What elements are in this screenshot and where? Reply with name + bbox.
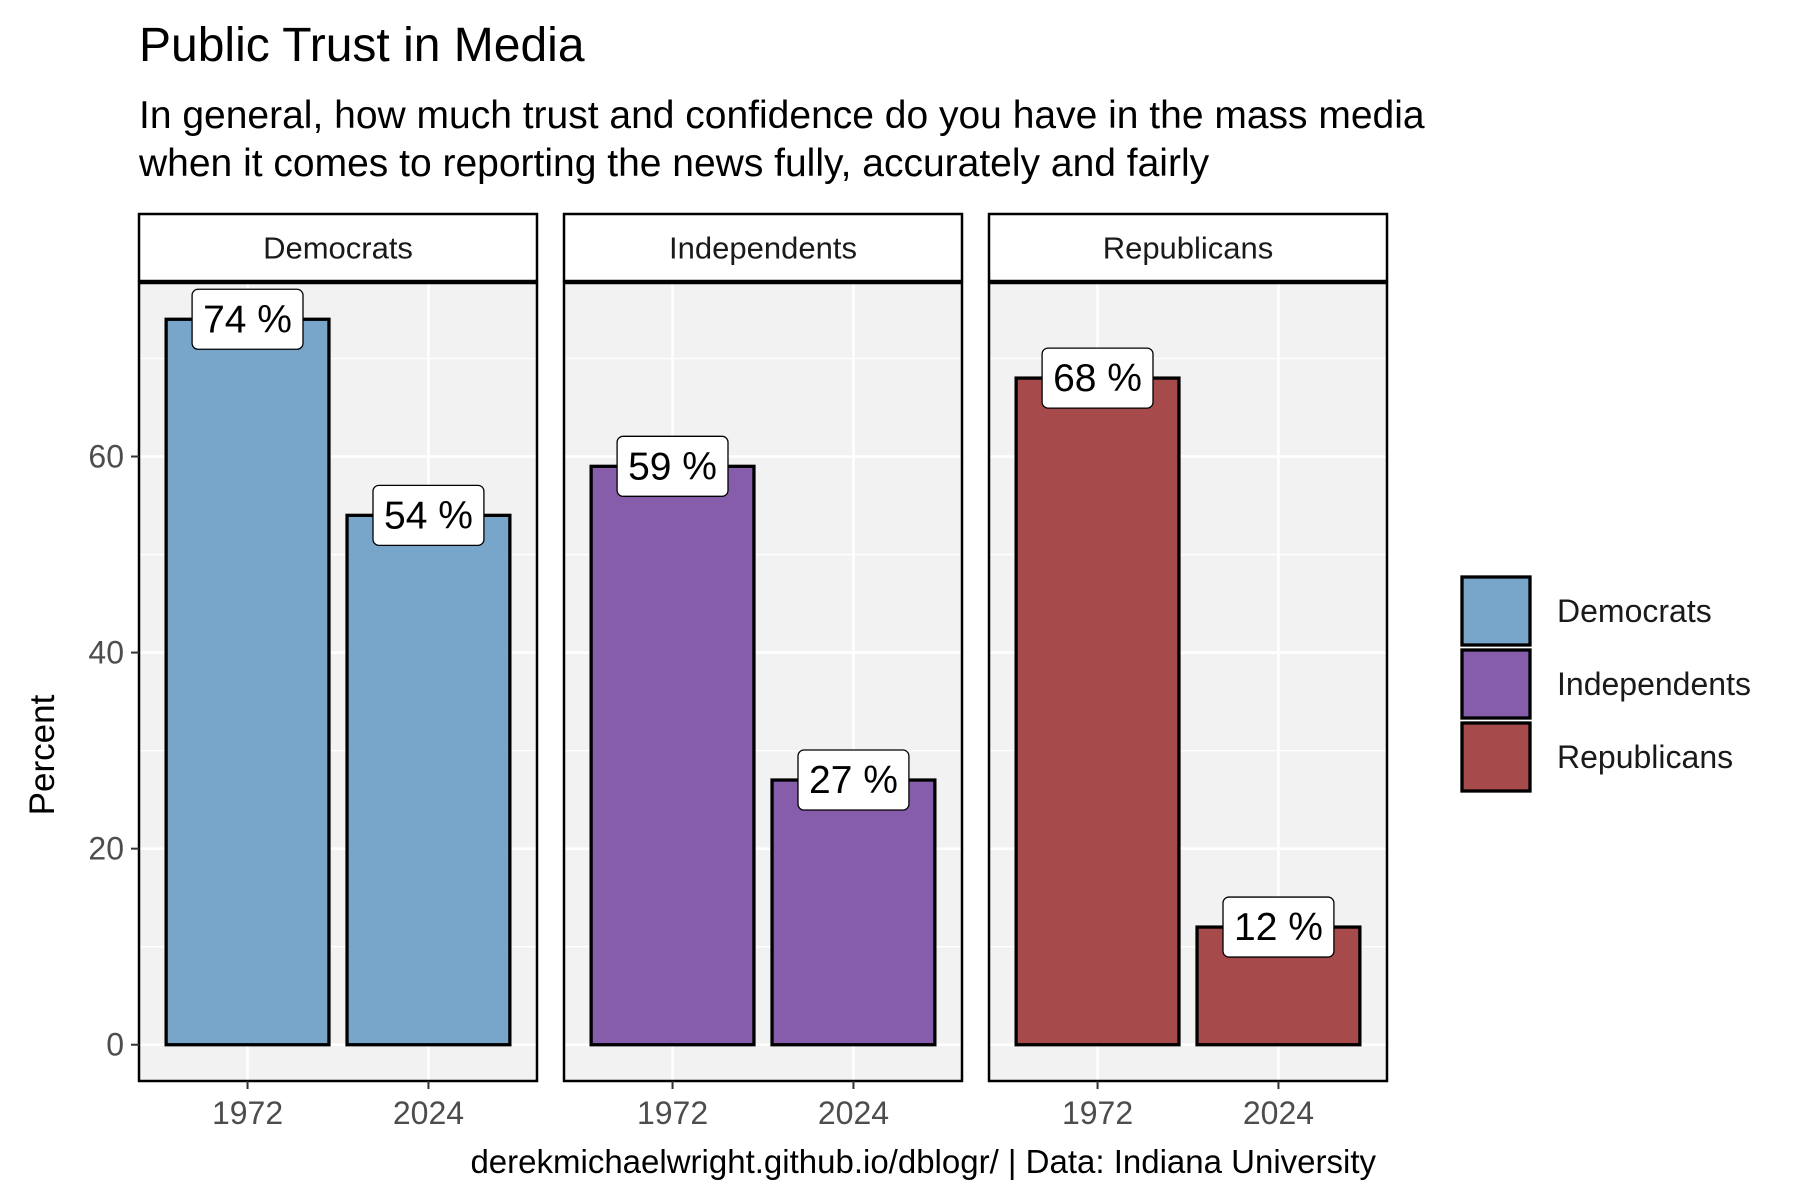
- value-label-group: 12 %: [1222, 896, 1335, 958]
- y-axis: 0 20 40 60: [88, 439, 139, 1063]
- facet-strip: [987, 212, 1389, 283]
- legend-key-republicans: [1460, 721, 1532, 793]
- legend-label-republicans: Republicans: [1557, 739, 1733, 775]
- value-label-group: 74 %: [191, 288, 304, 350]
- y-axis-label: Percent: [23, 694, 62, 815]
- legend-label-democrats: Democrats: [1557, 593, 1712, 629]
- panel-border: [562, 281, 964, 1083]
- x-tick-label: 1972: [637, 1095, 708, 1131]
- legend-key-independents: [1460, 648, 1532, 720]
- x-tick-label: 2024: [393, 1095, 464, 1131]
- facet-strip: [137, 212, 539, 283]
- value-label-group: 59 %: [616, 435, 729, 497]
- y-tick-label: 40: [88, 635, 124, 671]
- bar-independents-2024: [770, 778, 937, 1047]
- value-label: 68 %: [1053, 357, 1142, 400]
- facet-strip-label: Democrats: [263, 231, 413, 266]
- value-label: 74 %: [203, 298, 292, 341]
- bar-democrats-1972: [164, 317, 331, 1047]
- facet-panel-republicans: Republicans 68 % 12 % 1972 2024: [987, 212, 1389, 1131]
- facet-panels: Democrats 74 % 54 % 1972 2024 Independents 59 …: [137, 212, 1389, 1131]
- value-label-box: [1041, 347, 1154, 409]
- facet-panel-independents: Independents 59 % 27 % 1972 2024: [562, 212, 964, 1131]
- chart-title: Public Trust in Media: [139, 19, 585, 72]
- bar-democrats-2024: [345, 513, 512, 1047]
- value-label-box: [616, 435, 729, 497]
- y-tick-label: 0: [106, 1027, 124, 1063]
- x-tick-label: 1972: [212, 1095, 283, 1131]
- chart-caption: derekmichaelwright.github.io/dblogr/ | D…: [470, 1143, 1376, 1180]
- y-tick-label: 20: [88, 831, 124, 867]
- legend: Democrats Independents Republicans: [1460, 575, 1751, 793]
- value-label: 59 %: [628, 445, 717, 488]
- chart-subtitle-line-1: In general, how much trust and confidenc…: [139, 94, 1425, 137]
- facet-strip-label: Republicans: [1103, 231, 1274, 266]
- value-label-group: 68 %: [1041, 347, 1154, 409]
- value-label-group: 27 %: [797, 749, 910, 811]
- value-label-box: [372, 484, 485, 546]
- value-label-group: 54 %: [372, 484, 485, 546]
- facet-strip: [562, 212, 964, 283]
- panel-border: [987, 281, 1389, 1083]
- value-label-box: [797, 749, 910, 811]
- legend-label-independents: Independents: [1557, 666, 1751, 702]
- value-label: 27 %: [809, 759, 898, 802]
- bar-republicans-1972: [1014, 376, 1181, 1047]
- chart-subtitle-line-2: when it comes to reporting the news full…: [138, 142, 1210, 185]
- value-label: 12 %: [1234, 906, 1323, 949]
- y-tick-label: 60: [88, 439, 124, 475]
- facet-panel-democrats: Democrats 74 % 54 % 1972 2024: [137, 212, 539, 1131]
- x-tick-label: 2024: [1243, 1095, 1314, 1131]
- value-label: 54 %: [384, 494, 473, 537]
- legend-key-democrats: [1460, 575, 1532, 647]
- value-label-box: [1222, 896, 1335, 958]
- x-tick-label: 2024: [818, 1095, 889, 1131]
- value-label-box: [191, 288, 304, 350]
- x-tick-label: 1972: [1062, 1095, 1133, 1131]
- bar-independents-1972: [589, 464, 756, 1047]
- facet-strip-label: Independents: [669, 231, 857, 266]
- panel-border: [137, 281, 539, 1083]
